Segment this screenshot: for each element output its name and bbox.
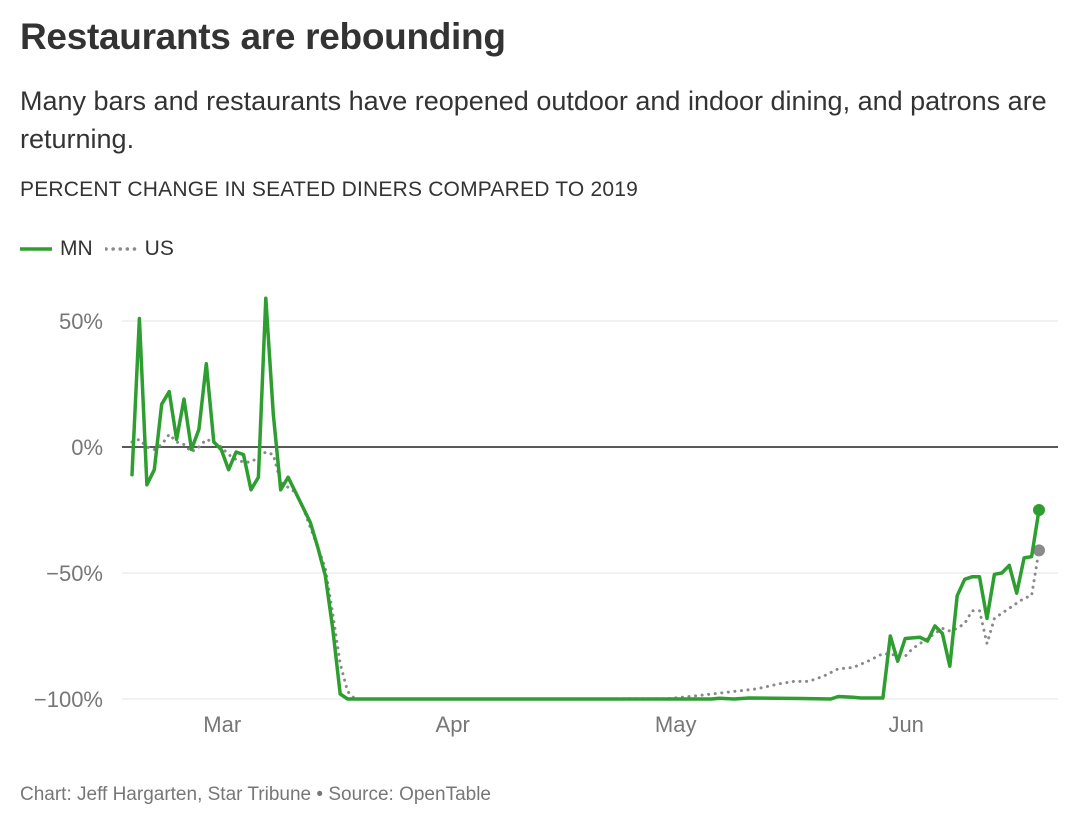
x-tick-label: Mar xyxy=(203,712,241,737)
endpoint-marker-mn xyxy=(1033,504,1045,516)
y-tick-label: −50% xyxy=(46,561,103,586)
y-axis-label: PERCENT CHANGE IN SEATED DINERS COMPARED… xyxy=(20,178,638,201)
legend-item-us: US xyxy=(104,237,174,261)
chart-title: Restaurants are rebounding xyxy=(20,16,506,57)
endpoint-marker-us xyxy=(1033,544,1045,557)
x-tick-labels: Mar Apr May Jun xyxy=(203,712,924,737)
x-tick-label: Apr xyxy=(436,712,470,737)
legend-swatch-mn xyxy=(20,247,52,251)
line-chart: 50% 0% −50% −100% Mar Apr May Jun xyxy=(34,296,1058,737)
series-line-us xyxy=(130,432,1041,701)
legend-label-mn: MN xyxy=(60,237,93,260)
y-tick-labels: 50% 0% −50% −100% xyxy=(34,309,103,712)
series-line-mn xyxy=(130,296,1041,701)
y-tick-label: 0% xyxy=(71,435,103,460)
legend-item-mn: MN xyxy=(20,237,93,261)
legend-swatch-us xyxy=(104,247,137,251)
chart-footer: Chart: Jeff Hargarten, Star Tribune • So… xyxy=(20,784,491,805)
series-lines xyxy=(130,296,1045,701)
y-tick-label: 50% xyxy=(59,309,103,334)
chart-subtitle: Many bars and restaurants have reopened … xyxy=(20,86,1047,154)
legend-label-us: US xyxy=(144,237,174,260)
x-tick-label: May xyxy=(655,712,697,737)
y-tick-label: −100% xyxy=(34,687,103,712)
legend: MN US xyxy=(20,236,186,262)
x-tick-label: Jun xyxy=(888,712,923,737)
